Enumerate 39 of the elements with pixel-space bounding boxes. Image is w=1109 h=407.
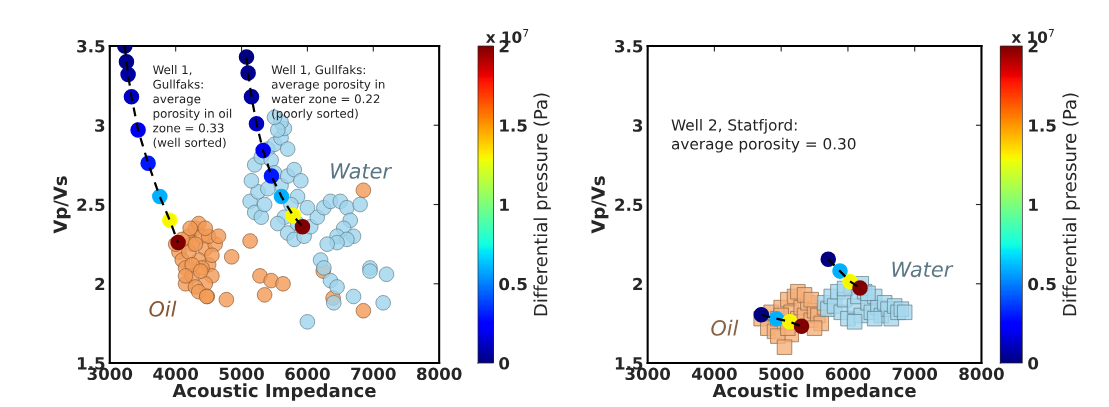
color-bar-title: Differential pressure (Pa): [1062, 93, 1080, 316]
x-tick-label: 7000: [351, 367, 396, 381]
x-tick-label: 8000: [959, 367, 1004, 381]
y-tick-label: 2.5: [615, 198, 643, 212]
annotation: Well 1, Gullfaks: average porosity in oil zone = 0.33 (well sorted): [153, 65, 232, 149]
x-tick-label: 5000: [759, 367, 804, 381]
y-tick-label: 3: [633, 119, 643, 132]
color-bar-label: 0: [1028, 357, 1039, 370]
series-label: Oil: [711, 319, 739, 336]
y-tick-label: 2: [633, 277, 643, 291]
y-tick-label: 2: [95, 277, 105, 291]
color-bar-title: Differential pressure (Pa): [533, 93, 551, 316]
y-axis-title: Vp/Vs: [53, 176, 71, 234]
y-tick-label: 3: [95, 119, 105, 132]
y-tick-label: 3.5: [77, 39, 105, 53]
y-tick-label: 3.5: [615, 39, 643, 53]
series-label: Oil: [149, 300, 177, 317]
color-bar-label: 1.5: [500, 119, 527, 132]
color-bar-label: 0.5: [499, 277, 527, 291]
annotation: Well 1, Gullfaks: average porosity in water zone = 0.22 (poorly sorted): [271, 65, 385, 121]
x-tick-label: 5000: [219, 367, 264, 381]
color-bar-label: 0: [499, 357, 510, 370]
y-tick-label: 2.5: [77, 198, 105, 212]
x-axis-title: Acoustic Impedance: [712, 383, 916, 401]
series-label: Water: [331, 163, 393, 179]
x-axis-title: Acoustic Impedance: [172, 383, 376, 401]
color-bar-label: 1: [500, 198, 509, 211]
x-tick-label: 6000: [285, 367, 330, 381]
color-bar-label: 0.5: [1028, 277, 1056, 291]
x-tick-label: 6000: [825, 367, 871, 381]
color-bar-label: 1: [1029, 198, 1038, 211]
color-bar-label: 1.5: [1029, 119, 1056, 132]
y-axis-title: Vp/Vs: [591, 176, 609, 234]
x-tick-label: 8000: [416, 367, 462, 381]
series-label: Water: [892, 261, 954, 278]
x-tick-label: 4000: [153, 367, 199, 381]
x-tick-label: 7000: [892, 367, 938, 381]
x-tick-label: 4000: [691, 367, 737, 381]
annotation: Well 2, Statfjord: average porosity = 0.30: [671, 118, 856, 153]
